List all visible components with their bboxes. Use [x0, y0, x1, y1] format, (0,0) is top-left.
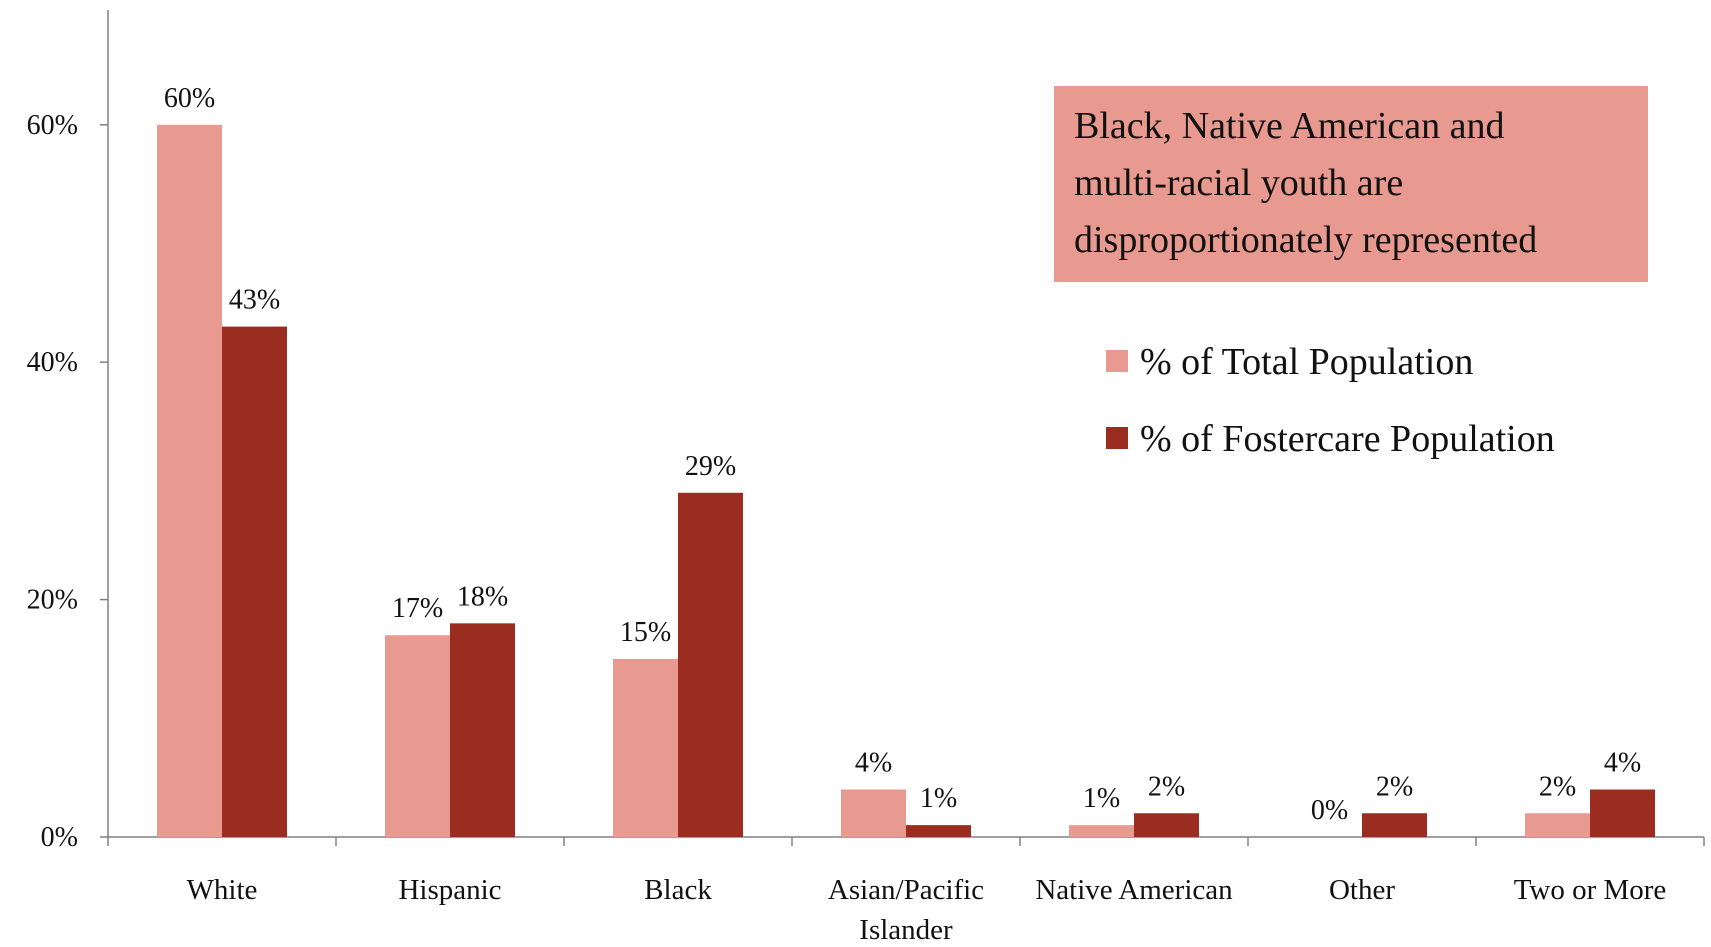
data-label-of-fostercare-population-two-or-more: 4% [1604, 748, 1641, 779]
data-label-of-total-population-asian-pacific-islander: 4% [855, 748, 892, 779]
bar-of-fostercare-population-other [1362, 813, 1427, 837]
x-category-label-hispanic: Hispanic [398, 874, 501, 906]
y-tick-label: 20% [27, 585, 78, 616]
bar-of-total-population-black [613, 658, 678, 837]
y-tick-label: 0% [41, 822, 78, 853]
data-label-of-fostercare-population-asian-pacific-islander: 1% [920, 783, 957, 814]
bar-of-fostercare-population-asian-pacific-islander [906, 825, 971, 837]
bar-of-fostercare-population-native-american [1134, 813, 1199, 837]
data-label-of-total-population-other: 0% [1311, 795, 1348, 826]
bar-of-total-population-asian-pacific-islander [841, 789, 906, 837]
data-label-of-fostercare-population-white: 43% [229, 285, 280, 316]
data-label-of-total-population-two-or-more: 2% [1539, 771, 1576, 802]
bar-of-fostercare-population-two-or-more [1590, 789, 1655, 837]
x-category-label-other: Other [1329, 874, 1395, 906]
data-labels: 60% 17% 15% 4% 1% 0% 2% 43% 18% 29% 1% 2% 2% 4% [164, 83, 1641, 826]
data-label-of-fostercare-population-hispanic: 18% [457, 581, 508, 612]
bar-of-total-population-hispanic [385, 635, 450, 837]
data-label-of-total-population-black: 15% [620, 617, 671, 648]
data-label-of-fostercare-population-other: 2% [1376, 771, 1413, 802]
bar-of-total-population-white [157, 124, 222, 838]
callout-line-3: disproportionately represented [1074, 219, 1538, 261]
x-category-label-native-american: Native American [1035, 874, 1233, 906]
x-axis: White Hispanic Black Asian/Pacific Islander N… [107, 836, 1705, 946]
data-label-of-fostercare-population-black: 29% [685, 451, 736, 482]
bar-of-fostercare-population-white [222, 326, 287, 837]
y-tick-label: 40% [27, 347, 78, 378]
legend: % of Total Population % of Fostercare Pop… [1106, 341, 1555, 460]
callout-line-2: multi-racial youth are [1074, 162, 1404, 204]
legend-label-of-total-population: % of Total Population [1140, 341, 1473, 383]
data-label-of-total-population-white: 60% [164, 83, 215, 114]
x-category-label-two-or-more: Two or More [1514, 874, 1667, 906]
bars [157, 124, 1655, 838]
legend-label-of-fostercare-population: % of Fostercare Population [1140, 418, 1555, 460]
y-axis: 0% 20% 40% 60% [27, 10, 109, 853]
bar-of-total-population-native-american [1069, 825, 1134, 837]
data-label-of-total-population-native-american: 1% [1083, 783, 1120, 814]
callout-line-1: Black, Native American and [1074, 105, 1505, 147]
x-category-label-black: Black [644, 874, 712, 906]
legend-swatch-of-total-population [1106, 350, 1128, 372]
x-category-label-asian-pacific-islander: Asian/Pacific Islander [828, 874, 984, 946]
y-tick-label: 60% [27, 110, 78, 141]
bar-of-fostercare-population-black [678, 492, 743, 837]
x-category-label-white: White [187, 874, 258, 906]
legend-swatch-of-fostercare-population [1106, 427, 1128, 449]
bar-of-total-population-two-or-more [1525, 813, 1590, 837]
bar-of-fostercare-population-hispanic [450, 623, 515, 837]
data-label-of-fostercare-population-native-american: 2% [1148, 771, 1185, 802]
data-label-of-total-population-hispanic: 17% [392, 593, 443, 624]
callout-box: Black, Native American and multi-racial … [1054, 86, 1648, 282]
